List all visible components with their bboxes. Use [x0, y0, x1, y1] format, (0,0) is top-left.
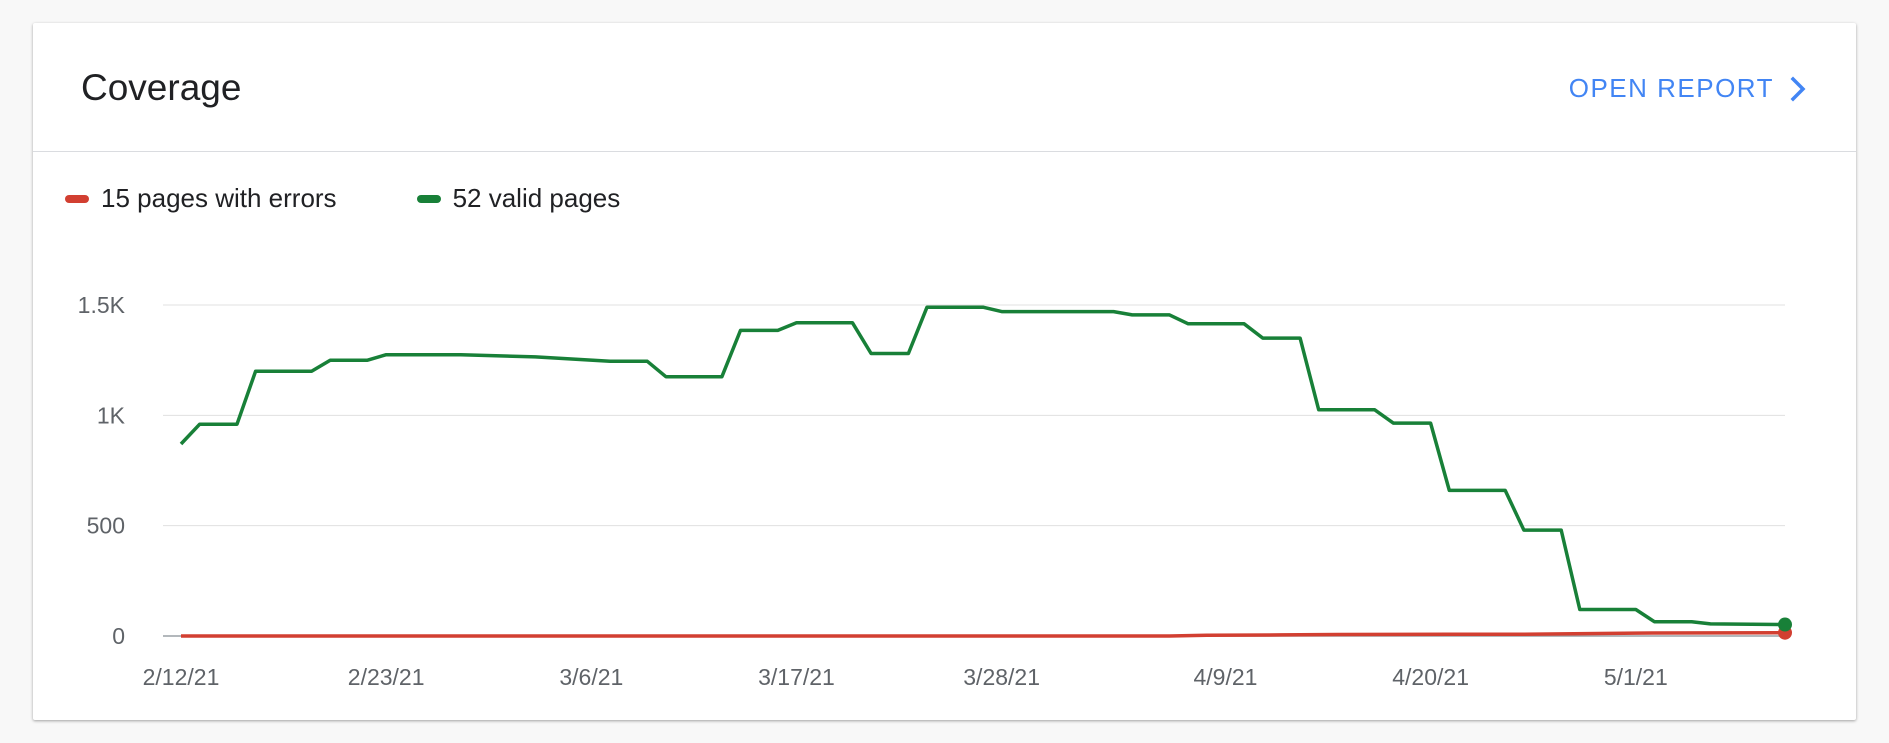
series-line-valid: [179, 305, 1786, 627]
x-tick-label: 3/28/21: [963, 664, 1040, 690]
y-tick-label: 1.5K: [78, 292, 126, 318]
open-report-label: OPEN REPORT: [1568, 73, 1774, 103]
series-endpoint-valid: [1778, 617, 1792, 632]
y-tick-label: 500: [87, 513, 125, 539]
open-report-link[interactable]: OPEN REPORT: [1569, 73, 1808, 104]
x-tick-label: 4/20/21: [1392, 664, 1469, 690]
x-tick-label: 2/12/21: [143, 664, 220, 690]
coverage-card: Coverage OPEN REPORT 15 pages with error…: [33, 23, 1856, 720]
chevron-right-icon: [1790, 76, 1806, 101]
series-line-errors: [181, 630, 1786, 638]
legend-item-errors[interactable]: 15 pages with errors: [65, 183, 337, 214]
legend-label-errors: 15 pages with errors: [101, 183, 337, 213]
legend-label-valid: 52 valid pages: [452, 183, 621, 213]
legend-item-valid[interactable]: 52 valid pages: [416, 183, 621, 214]
x-tick-label: 4/9/21: [1193, 664, 1257, 690]
x-tick-label: 3/17/21: [758, 664, 835, 690]
y-tick-label: 1K: [97, 402, 126, 428]
y-tick-label: 0: [112, 623, 125, 649]
x-tick-label: 3/6/21: [559, 664, 623, 690]
card-header: Coverage OPEN REPORT: [33, 23, 1856, 152]
chart-legend: 15 pages with errors 52 valid pages: [65, 183, 620, 214]
legend-swatch-valid: [416, 194, 441, 203]
card-title: Coverage: [81, 67, 242, 108]
chart-area: 0 500 1K 1.5K 2/12/21 2/23/21 3/6/21 3/17/21 3/2…: [33, 253, 1856, 698]
x-tick-label: 5/1/21: [1604, 664, 1668, 690]
legend-swatch-errors: [65, 194, 89, 203]
coverage-line-chart: 0 500 1K 1.5K 2/12/21 2/23/21 3/6/21 3/17/21 3/2…: [78, 292, 1792, 690]
x-tick-label: 2/23/21: [348, 664, 425, 690]
